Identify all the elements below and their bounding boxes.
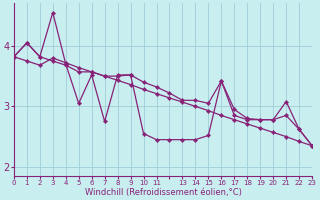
X-axis label: Windchill (Refroidissement éolien,°C): Windchill (Refroidissement éolien,°C) (84, 188, 241, 197)
